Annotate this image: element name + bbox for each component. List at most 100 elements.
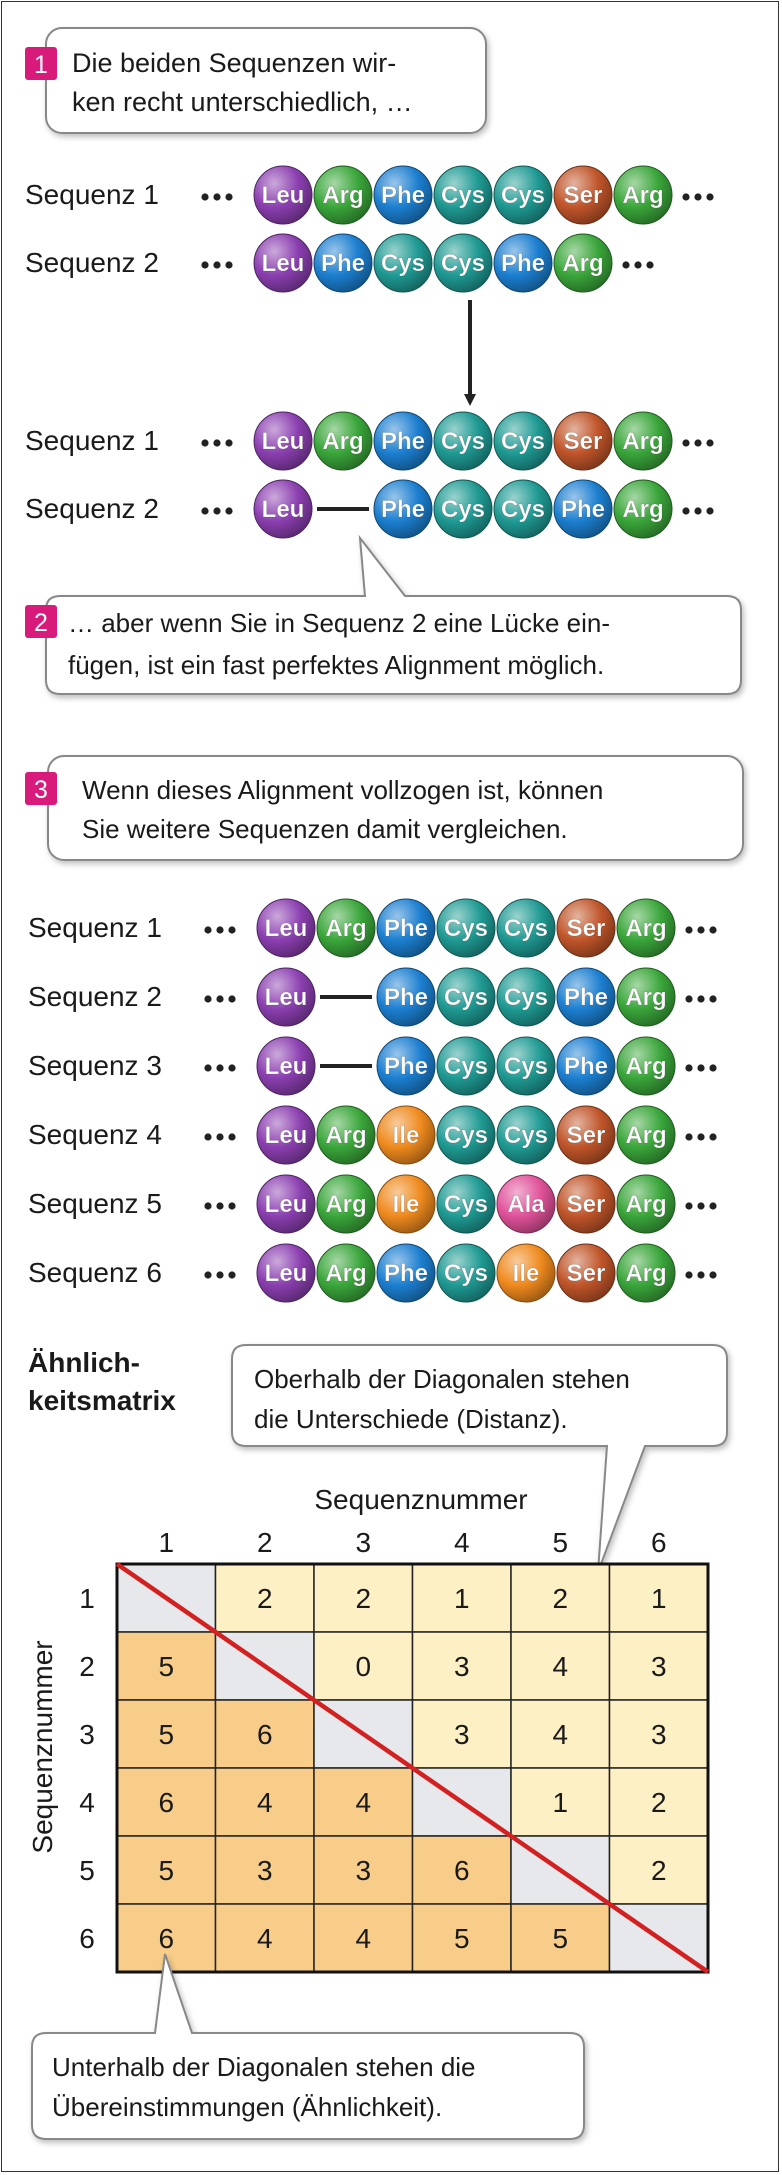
residue-label: Phe [384, 984, 428, 1011]
ellipsis-dot-right [697, 1064, 705, 1072]
residue-bead [436, 967, 496, 1027]
residue-label: Arg [625, 1122, 666, 1149]
sequence-label: Sequenz 6 [28, 1257, 162, 1288]
residue-bead [256, 967, 316, 1027]
similarity-value: 6 [454, 1855, 470, 1886]
residue-bead [613, 479, 673, 539]
residue-bead [616, 1036, 676, 1096]
residue-bead [436, 1036, 496, 1096]
step2-text-line2: fügen, ist ein fast perfektes Alignment … [68, 650, 604, 680]
similarity-value: 5 [552, 1923, 568, 1954]
ellipsis-dot-right [694, 439, 702, 447]
residue-bead [316, 1105, 376, 1165]
residue-bead [496, 967, 556, 1027]
residue-bead [433, 165, 493, 225]
sequence-label: Sequenz 4 [28, 1119, 162, 1150]
ellipsis-dot-right [694, 507, 702, 515]
residue-label: Cys [504, 1053, 548, 1080]
residue-label: Phe [501, 250, 545, 277]
residue-label: Phe [381, 428, 425, 455]
sequence-row: Sequenz 4 Leu Arg Ile Cys Cys Ser Arg [28, 1105, 717, 1165]
ellipsis-dot-right [709, 926, 717, 934]
distance-value: 4 [552, 1651, 568, 1682]
ellipsis-dot-left [201, 261, 209, 269]
similarity-value: 6 [158, 1787, 174, 1818]
step1-number: 1 [34, 51, 48, 79]
distance-value: 3 [454, 1651, 470, 1682]
sequence-row: Sequenz 6 Leu Arg Phe Cys Ile Ser Arg [28, 1243, 717, 1303]
step3-text-line2: Sie weitere Sequenzen damit vergleichen. [82, 814, 568, 844]
residue-label: Cys [441, 428, 485, 455]
residue-label: Arg [625, 1191, 666, 1218]
residue-bead [433, 411, 493, 471]
similarity-value: 6 [158, 1923, 174, 1954]
distance-value: 1 [651, 1583, 667, 1614]
ellipsis-dot-right [709, 995, 717, 1003]
residue-label: Cys [444, 1122, 488, 1149]
upper-callout-line1: Oberhalb der Diagonalen stehen [254, 1364, 630, 1394]
ellipsis-dot-left [216, 995, 224, 1003]
residue-bead [436, 1174, 496, 1234]
matrix-row-header: 3 [79, 1719, 95, 1750]
matrix-cell [313, 1631, 414, 1701]
residue-label: Cys [444, 984, 488, 1011]
residue-label: Ser [567, 1122, 606, 1149]
residue-bead [256, 898, 316, 958]
sequence-label: Sequenz 2 [28, 981, 162, 1012]
matrix-cell [411, 1563, 512, 1633]
step1-badge [25, 47, 57, 80]
ellipsis-dot-left [201, 439, 209, 447]
residue-bead [373, 233, 433, 293]
residue-bead [256, 1105, 316, 1165]
ellipsis-dot-left [213, 439, 221, 447]
matrix-cell [411, 1903, 512, 1973]
residue-label: Cys [444, 1260, 488, 1287]
residue-bead [436, 1243, 496, 1303]
matrix-cell [510, 1563, 611, 1633]
residue-label: Phe [381, 496, 425, 523]
residue-bead [256, 1036, 316, 1096]
residue-bead [616, 967, 676, 1027]
residue-bead [556, 898, 616, 958]
residue-label: Phe [561, 496, 605, 523]
ellipsis-dot-left [216, 1133, 224, 1141]
ellipsis-dot-left [225, 261, 233, 269]
lower-callout-line2: Übereinstimmungen (Ähnlichkeit). [52, 2092, 442, 2122]
matrix-row-axis-label: Sequenznummer [27, 1640, 58, 1853]
ellipsis-dot-left [216, 1271, 224, 1279]
residue-label: Leu [265, 1122, 308, 1149]
ellipsis-dot-right [682, 439, 690, 447]
distance-value: 2 [257, 1583, 273, 1614]
residue-label: Arg [622, 182, 663, 209]
ellipsis-dot-right [622, 261, 630, 269]
residue-label: Ile [393, 1191, 420, 1218]
residue-label: Leu [265, 1053, 308, 1080]
ellipsis-dot-right [685, 995, 693, 1003]
similarity-value: 4 [257, 1787, 273, 1818]
residue-label: Arg [322, 428, 363, 455]
distance-value: 3 [651, 1651, 667, 1682]
ellipsis-dot-right [685, 1271, 693, 1279]
residue-bead [313, 411, 373, 471]
ellipsis-dot-right [685, 1133, 693, 1141]
residue-label: Phe [564, 1053, 608, 1080]
residue-label: Cys [381, 250, 425, 277]
sequence-label: Sequenz 2 [25, 493, 159, 524]
ellipsis-dot-right [697, 926, 705, 934]
residue-bead [376, 898, 436, 958]
residue-bead [376, 1105, 436, 1165]
ellipsis-dot-left [216, 1202, 224, 1210]
residue-label: Cys [504, 984, 548, 1011]
matrix-column-header: 5 [552, 1527, 568, 1558]
step2-badge [25, 605, 57, 638]
residue-label: Arg [622, 496, 663, 523]
residue-label: Phe [564, 984, 608, 1011]
sequence-block-gapped: Sequenz 1 Leu Arg Phe Cys Cys Ser Arg Sequenz 2 L… [25, 411, 714, 539]
ellipsis-dot-left [228, 1271, 236, 1279]
upper-callout: Oberhalb der Diagonalen stehen die Unter… [231, 1344, 728, 1573]
residue-label: Leu [262, 428, 305, 455]
matrix-column-header: 3 [355, 1527, 371, 1558]
residue-label: Ser [567, 915, 606, 942]
